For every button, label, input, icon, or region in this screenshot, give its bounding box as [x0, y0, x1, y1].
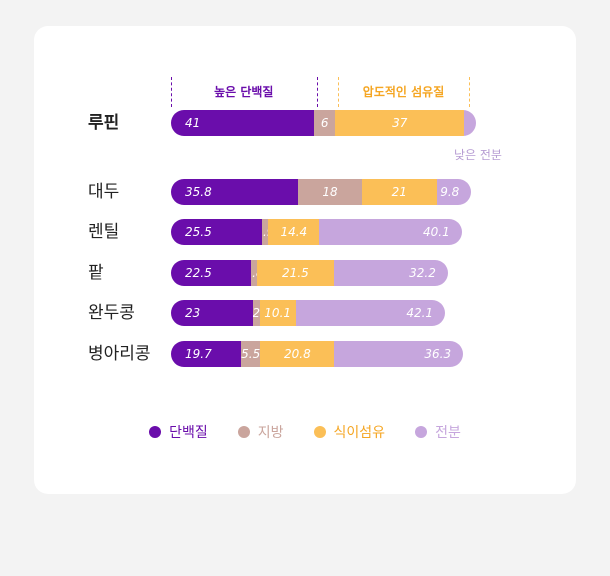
annotation-label: 압도적인 섬유질: [362, 85, 445, 99]
bar-segment: 2: [464, 110, 477, 136]
annotation-guide-line: [469, 77, 471, 107]
category-label: 렌틸: [88, 222, 120, 242]
legend-item: 식이섬유: [313, 422, 386, 442]
stacked-bar: 19.7 5.5 20.8 36.3: [171, 341, 464, 367]
legend-dot-icon: [313, 426, 326, 438]
category-label: 대두: [88, 182, 120, 202]
bar-segment: 21.5: [257, 260, 334, 286]
bar-segment: 40.1: [319, 219, 462, 245]
stacked-bar: 416372: [171, 110, 477, 136]
bar-segment: 36.3: [334, 341, 464, 367]
bar-segment: 9.8: [436, 179, 472, 205]
bar-segment: 37: [335, 110, 465, 136]
annotation-low-starch: 낮은 전분: [454, 148, 502, 162]
stacked-bar: 22.51.821.532.2: [171, 260, 448, 286]
bar-segment: 35.8: [171, 179, 299, 205]
legend-dot-icon: [415, 426, 428, 438]
legend-label: 단백질: [169, 425, 208, 441]
bar-segment: 14.4: [268, 219, 320, 245]
bar-segment: 1.8: [250, 260, 258, 286]
annotation-guide-line: [316, 77, 318, 107]
stacked-bar: 25.51.914.440.1: [171, 219, 462, 245]
chart-legend: 단백질 지방 식이섬유 전분: [0, 422, 610, 442]
bar-segment: 32.2: [333, 260, 448, 286]
bar-segment: 19.7: [171, 341, 241, 367]
category-label: 팥: [88, 263, 104, 283]
bar-segment: 21: [361, 179, 437, 205]
annotation-guide-line: [337, 77, 339, 107]
legend-dot-icon: [149, 426, 162, 438]
bar-segment: 22.5: [171, 260, 251, 286]
legend-dot-icon: [237, 426, 250, 438]
stacked-bar: 23 2 10.1 42.1: [171, 300, 446, 326]
legend-item: 단백질: [149, 422, 208, 442]
bar-segment: 2: [252, 300, 260, 326]
bar-segment: 20.8: [260, 341, 335, 367]
legend-item: 지방: [237, 422, 284, 442]
annotation-label: 높은 단백질: [214, 85, 274, 99]
bar-segment: 23: [171, 300, 253, 326]
category-label: 완두콩: [88, 303, 135, 323]
category-label: 병아리콩: [88, 344, 151, 364]
legend-label: 식이섬유: [333, 425, 386, 441]
bar-segment: 10.1: [259, 300, 296, 326]
category-label: 루핀: [88, 113, 120, 133]
legend-label: 전분: [435, 425, 461, 441]
bar-segment: 1.9: [261, 219, 269, 245]
bar-segment: 5.5: [240, 341, 261, 367]
stacked-bar: 35.8 18 21 9.8: [171, 179, 472, 205]
annotation-guide-line: [171, 77, 172, 107]
legend-label: 지방: [257, 425, 284, 441]
bar-segment: 18: [298, 179, 362, 205]
bar-segment: 6: [314, 110, 336, 136]
bar-segment: 41: [171, 110, 315, 136]
bar-segment: 25.5: [171, 219, 262, 245]
legend-item: 전분: [415, 422, 461, 442]
bar-segment: 42.1: [295, 300, 446, 326]
